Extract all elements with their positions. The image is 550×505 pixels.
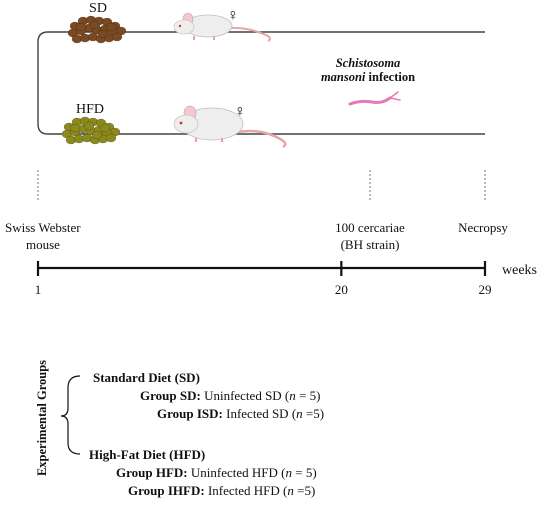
infection-label-line2: mansoni infection [321,70,415,84]
pellet [91,130,103,140]
group-isd-row: Group ISD: Infected SD (n =5) [157,406,324,421]
infection-species2-label: mansoni [321,70,366,84]
infection-species-label: Schistosoma [336,56,401,70]
pellet [105,22,117,32]
group-ihfd-n-symbol: n [287,483,294,498]
group-hfd-n-symbol: n [285,465,292,480]
group-ihfd-n: =5) [294,483,315,498]
timeline-ticks: 1 20 29 [35,261,492,297]
sd-pellets-icon [67,15,127,44]
hfd-female-symbol: ♀ [234,103,246,120]
pellet [75,22,87,32]
group-ihfd-desc: Infected HFD ( [205,483,288,498]
sd-heading: Standard Diet (SD) [93,370,200,385]
pellet [69,123,81,133]
diet-bracket-line [37,31,485,135]
pellet [105,133,117,143]
group-hfd-name: Group HFD: [116,465,188,480]
group-isd-n: =5) [303,406,324,421]
infection-suffix-label: infection [369,70,416,84]
group-sd-row: Group SD: Uninfected SD (n = 5) [140,388,320,403]
timeline-tick-label: 20 [335,282,348,297]
group-sd-n: = 5) [296,388,321,403]
hfd-mouse-icon [173,105,287,149]
pellet [99,123,111,133]
group-hfd-row: Group HFD: Uninfected HFD (n = 5) [116,465,317,480]
group-sd-n-symbol: n [289,388,296,403]
groups-curly-brace [60,375,81,455]
timeline-tick-label: 1 [35,282,42,297]
pellet [89,20,101,30]
group-sd-name: Group SD: [140,388,201,403]
group-isd-n-symbol: n [296,406,303,421]
pellet [83,121,95,131]
group-hfd-n: = 5) [292,465,317,480]
group-ihfd-row: Group IHFD: Infected HFD (n =5) [128,483,315,498]
cercariae-label-line2: (BH strain) [341,237,400,252]
weeks-unit-label: weeks [502,263,537,278]
hfd-pellets-icon [61,116,121,145]
pellet [97,29,109,39]
hfd-heading: High-Fat Diet (HFD) [89,447,205,462]
sd-female-symbol: ♀ [227,7,239,24]
cercariae-label-line1: 100 cercariae [335,220,405,235]
group-isd-desc: Infected SD ( [223,406,296,421]
hfd-diet-label: HFD [76,102,104,117]
necropsy-label: Necropsy [458,220,508,235]
sd-mouse-icon [173,12,271,42]
pellet [111,32,123,42]
cercaria-icon [348,91,401,106]
timeline-tick-label: 29 [479,282,492,297]
group-hfd-desc: Uninfected HFD ( [188,465,286,480]
start-label-line2: mouse [26,237,60,252]
start-label-line1: Swiss Webster [5,220,81,235]
experimental-groups-title: Experimental Groups [35,360,49,476]
group-isd-name: Group ISD: [157,406,223,421]
sd-diet-label: SD [89,1,107,16]
group-ihfd-name: Group IHFD: [128,483,205,498]
group-sd-desc: Uninfected SD ( [201,388,289,403]
